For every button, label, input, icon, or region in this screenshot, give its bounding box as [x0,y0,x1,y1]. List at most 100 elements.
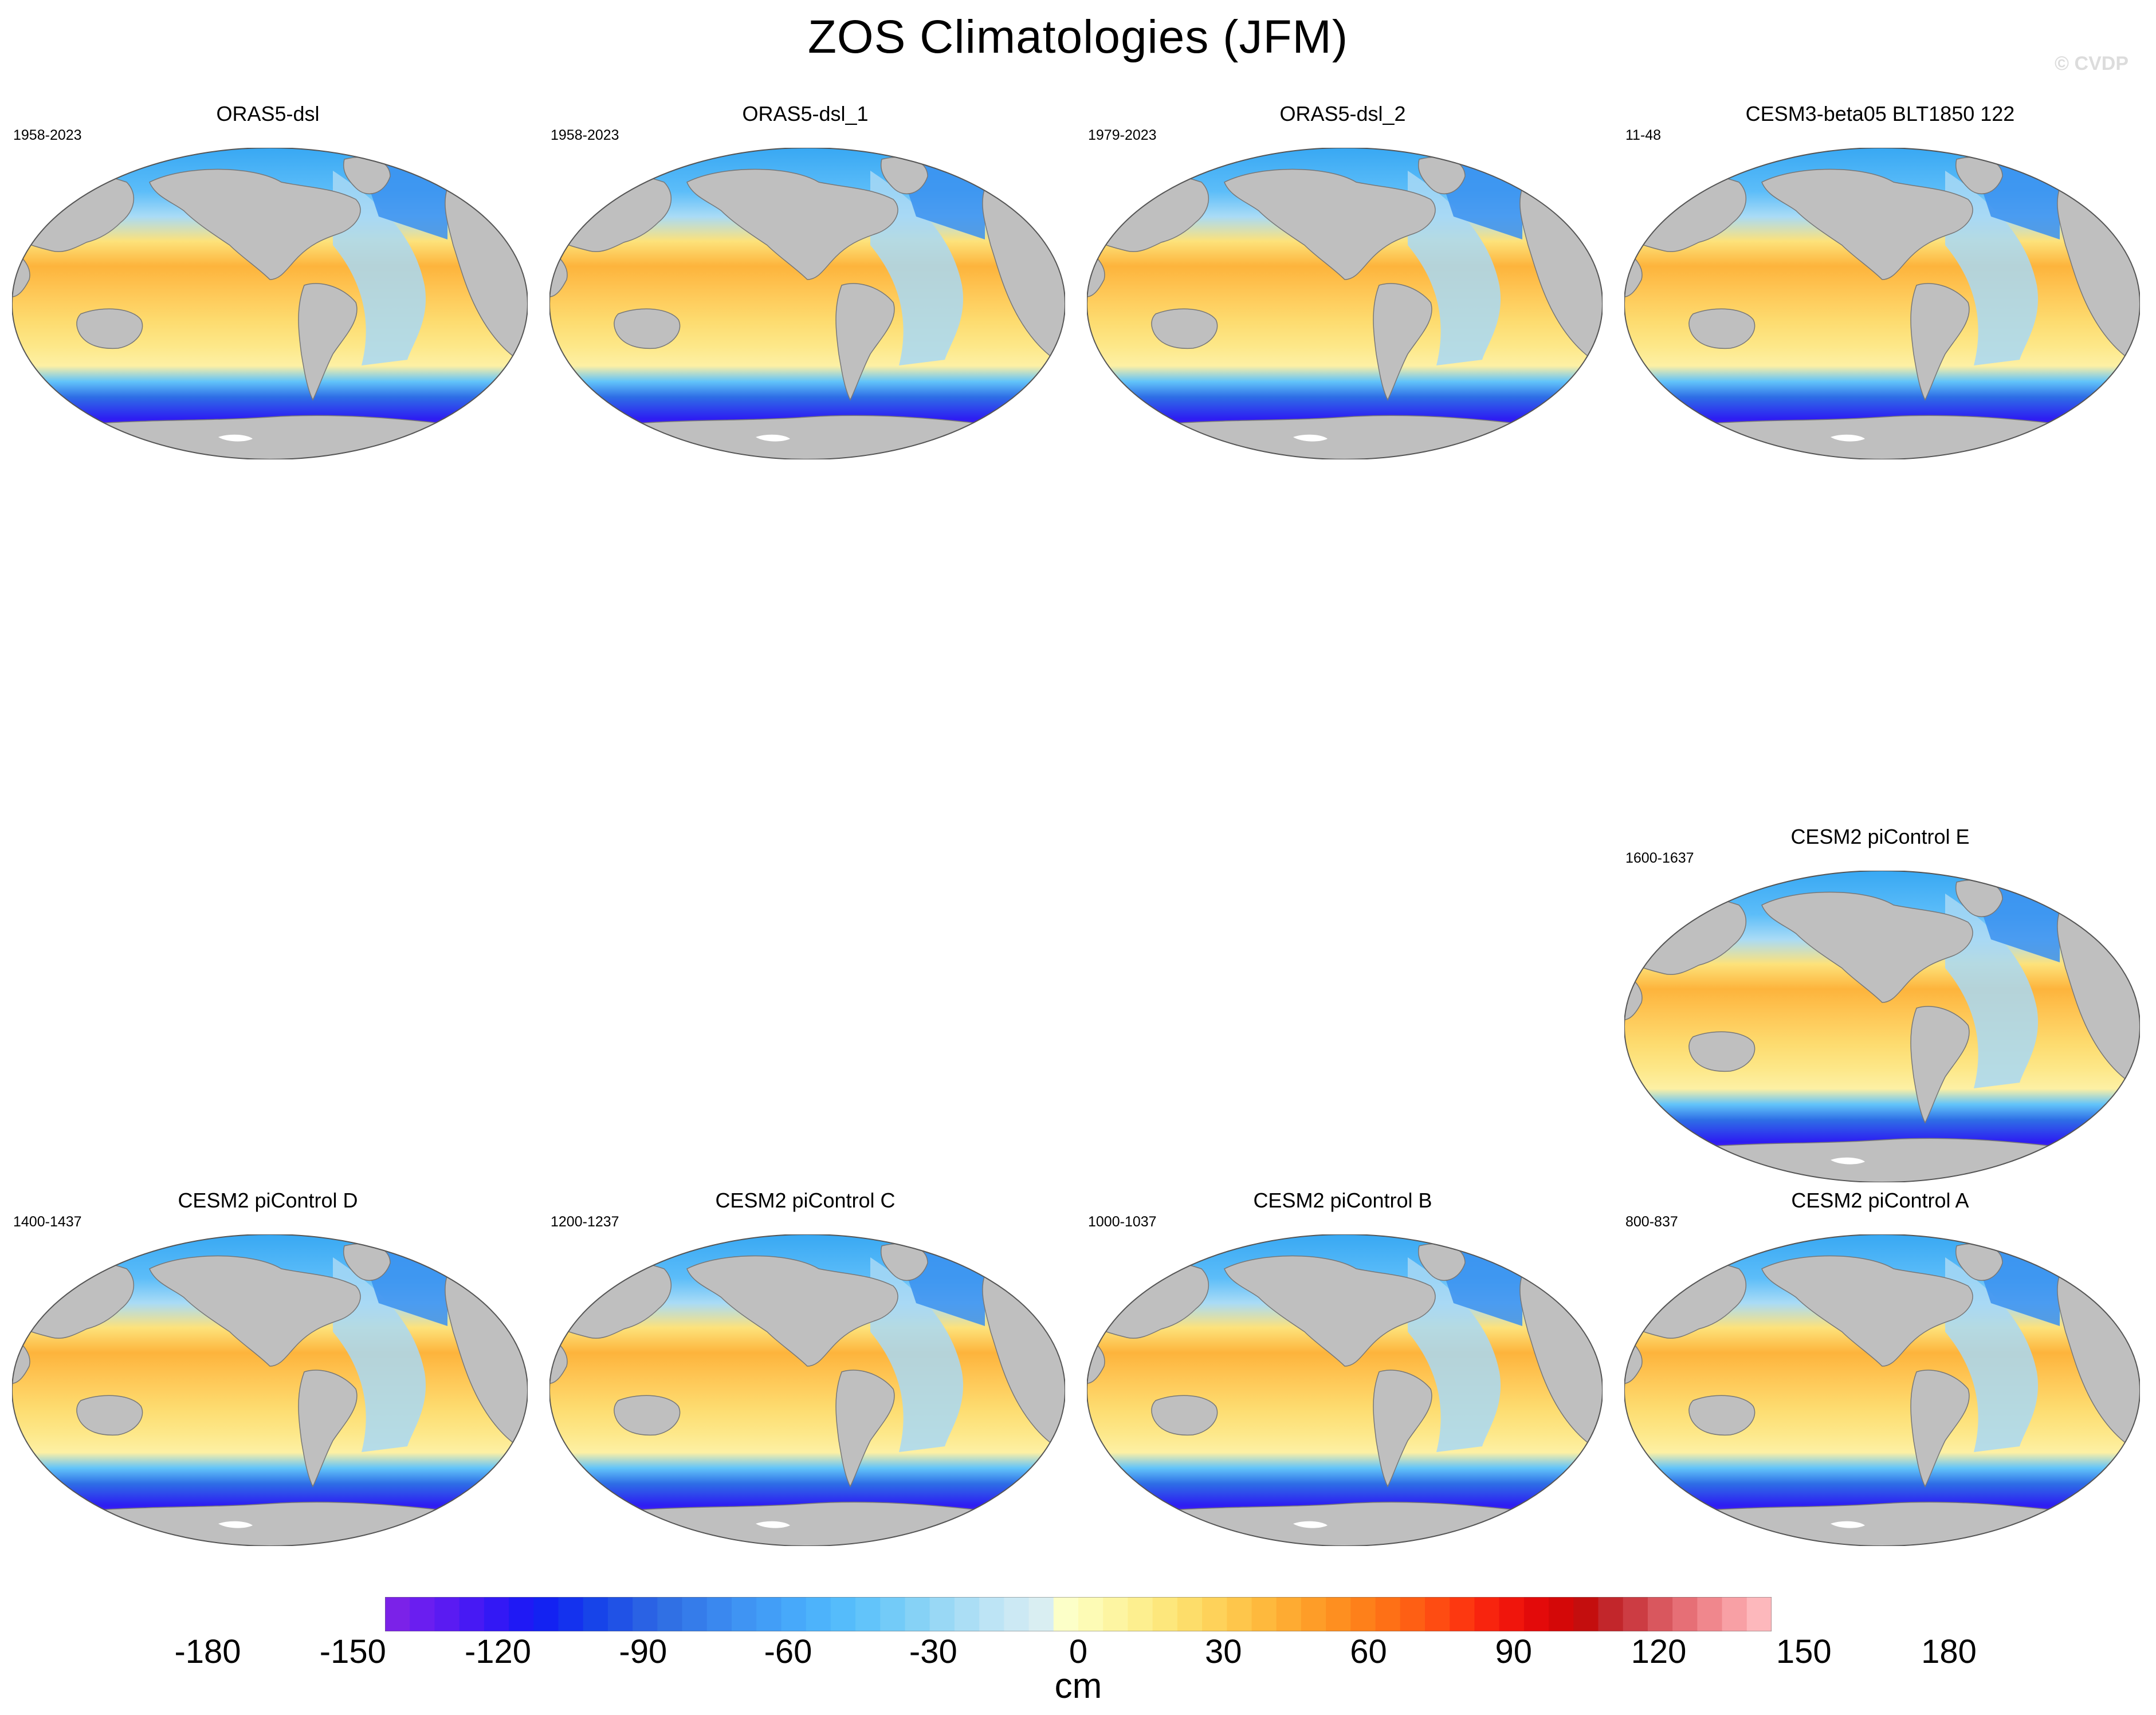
colorbar-box [1251,1597,1277,1631]
colorbar-box [1549,1597,1574,1631]
colorbar-box [756,1597,782,1631]
colorbar-box [880,1597,906,1631]
colorbar-box [1177,1597,1203,1631]
world-map [12,1234,528,1546]
world-map [12,148,528,459]
colorbar-box [1672,1597,1698,1631]
colorbar-box [1474,1597,1500,1631]
panel-years: 1200-1237 [551,1214,619,1230]
colorbar-box [434,1597,460,1631]
map-panel-cesm2-picontrol-e: CESM2 piControl E 1600-1637 [1615,825,2145,1186]
colorbar-tick-label: 120 [1631,1633,1687,1670]
world-map [1087,148,1603,459]
colorbar-box [1128,1597,1153,1631]
world-map [549,1234,1065,1546]
colorbar-box [1152,1597,1178,1631]
panel-title: ORAS5-dsl [216,102,320,125]
map-panel-cesm2-picontrol-d: CESM2 piControl D 1400-1437 [3,1189,533,1549]
colorbar-box [1746,1597,1772,1631]
map-panel-cesm2-picontrol-c: CESM2 piControl C 1200-1237 [540,1189,1070,1549]
colorbar-tick-label: -150 [319,1633,386,1670]
panel-years: 11-48 [1625,127,1662,143]
panel-years: 1000-1037 [1088,1214,1157,1230]
panel-title: CESM2 piControl A [1791,1189,1969,1212]
colorbar-box [558,1597,584,1631]
colorbar-tick-label: -120 [464,1633,532,1670]
colorbar-box [657,1597,683,1631]
colorbar-box [954,1597,980,1631]
panel-title: CESM3-beta05 BLT1850 122 [1745,102,2015,125]
map-panel-cesm2-picontrol-b: CESM2 piControl B 1000-1037 [1078,1189,1608,1549]
panel-title: CESM2 piControl B [1253,1189,1432,1212]
colorbar-tick-label: 60 [1350,1633,1387,1670]
map-panel-oras5-dsl-1: ORAS5-dsl_1 1958-2023 [540,102,1070,463]
colorbar-box [1573,1597,1599,1631]
colorbar-box [732,1597,757,1631]
colorbar-box [583,1597,608,1631]
colorbar-box [1623,1597,1648,1631]
colorbar-box [484,1597,509,1631]
colorbar-tick-label: -30 [909,1633,957,1670]
colorbar-box [1425,1597,1450,1631]
world-map [549,148,1065,459]
colorbar-units: cm [1054,1666,1102,1706]
colorbar-box [1375,1597,1401,1631]
world-map [1624,871,2140,1182]
colorbar-tick-label: 30 [1205,1633,1242,1670]
world-map [1087,1234,1603,1546]
colorbar-box [533,1597,559,1631]
colorbar-tick-label: 90 [1495,1633,1533,1670]
colorbar-tick-label: -60 [764,1633,812,1670]
panel-years: 1600-1637 [1625,850,1694,866]
colorbar-tick-label: -90 [619,1633,667,1670]
colorbar-box [905,1597,930,1631]
colorbar-box [1400,1597,1425,1631]
map-panel-cesm2-picontrol-a: CESM2 piControl A 800-837 [1615,1189,2145,1549]
colorbar-box [459,1597,485,1631]
colorbar-box [607,1597,633,1631]
colorbar-box [1053,1597,1079,1631]
panel-years: 1400-1437 [13,1214,82,1230]
colorbar-box [1523,1597,1549,1631]
colorbar-box [1301,1597,1326,1631]
colorbar-box [385,1597,410,1631]
colorbar-box [1326,1597,1351,1631]
colorbar-tick-label: -180 [174,1633,241,1670]
colorbar-box [1028,1597,1054,1631]
colorbar-box [1499,1597,1525,1631]
panel-years: 1958-2023 [551,127,619,143]
colorbar-box [979,1597,1004,1631]
colorbar-box [1276,1597,1302,1631]
panel-title: ORAS5-dsl_1 [742,102,869,125]
colorbar-box [1647,1597,1673,1631]
panel-years: 800-837 [1625,1214,1678,1230]
colorbar-box [1227,1597,1252,1631]
colorbar-box [929,1597,955,1631]
world-map [1624,1234,2140,1546]
panel-title: CESM2 piControl C [715,1189,896,1212]
world-map [1624,148,2140,459]
colorbar-box [1103,1597,1129,1631]
colorbar-box [1598,1597,1624,1631]
colorbar-box [706,1597,732,1631]
map-panel-oras5-dsl: ORAS5-dsl 1958-2023 [3,102,533,463]
colorbar-box [410,1597,435,1631]
map-panel-oras5-dsl-2: ORAS5-dsl_2 1979-2023 [1078,102,1608,463]
colorbar-box [855,1597,881,1631]
colorbar-box [1202,1597,1227,1631]
colorbar-box [1078,1597,1103,1631]
panel-years: 1979-2023 [1088,127,1157,143]
colorbar-box [830,1597,856,1631]
colorbar-box [1697,1597,1723,1631]
colorbar-box [1722,1597,1747,1631]
colorbar-box [509,1597,534,1631]
colorbar-tick-label: 0 [1069,1633,1088,1670]
colorbar-box [1350,1597,1376,1631]
colorbar-box [633,1597,658,1631]
map-panel-cesm3-beta05: CESM3-beta05 BLT1850 122 11-48 [1615,102,2145,463]
panel-years: 1958-2023 [13,127,82,143]
figure-title: ZOS Climatologies (JFM) [807,11,1349,63]
panel-title: ORAS5-dsl_2 [1279,102,1406,125]
colorbar-box [806,1597,831,1631]
colorbar-box [1450,1597,1475,1631]
